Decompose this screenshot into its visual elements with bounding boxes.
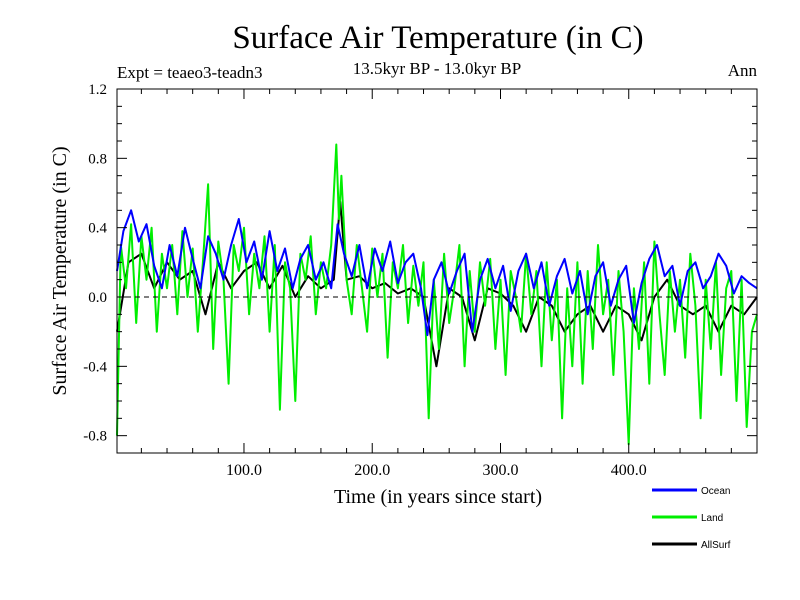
x-tick-label: 100.0 — [226, 462, 262, 479]
x-tick-label: 300.0 — [482, 462, 518, 479]
axis-ticks: 100.0 200.0 300.0 400.0 1.2 0.8 0.4 0.0 -0.4 -0.8 — [83, 82, 757, 479]
plot-frame — [116, 88, 758, 454]
y-tick-label: 0.0 — [88, 290, 107, 306]
season-label: Ann — [728, 61, 758, 80]
legend-label-ocean: Ocean — [701, 486, 730, 497]
x-axis-label: Time (in years since start) — [334, 486, 542, 508]
y-axis-label: Surface Air Temperature (in C) — [49, 146, 71, 395]
legend-label-land: Land — [701, 513, 723, 524]
legend-label-allsurf: AllSurf — [701, 540, 731, 551]
y-tick-label: 1.2 — [88, 82, 107, 98]
series-line-ocean — [116, 209, 758, 337]
legend: Ocean Land AllSurf — [652, 486, 731, 551]
experiment-label: Expt = teaeo3-teadn3 — [117, 63, 263, 82]
x-tick-label: 200.0 — [354, 462, 390, 479]
y-tick-label: -0.4 — [83, 359, 107, 375]
plot-area: 100.0 200.0 300.0 400.0 1.2 0.8 0.4 0.0 -0.4 -0.8 — [83, 82, 758, 479]
x-tick-label: 400.0 — [611, 462, 647, 479]
chart-subtitle: 13.5kyr BP - 13.0kyr BP — [353, 59, 521, 78]
y-tick-label: 0.8 — [88, 151, 107, 167]
y-tick-label: 0.4 — [88, 221, 107, 237]
series-layer — [116, 143, 758, 446]
y-tick-label: -0.8 — [83, 429, 107, 445]
chart-title: Surface Air Temperature (in C) — [232, 20, 643, 56]
